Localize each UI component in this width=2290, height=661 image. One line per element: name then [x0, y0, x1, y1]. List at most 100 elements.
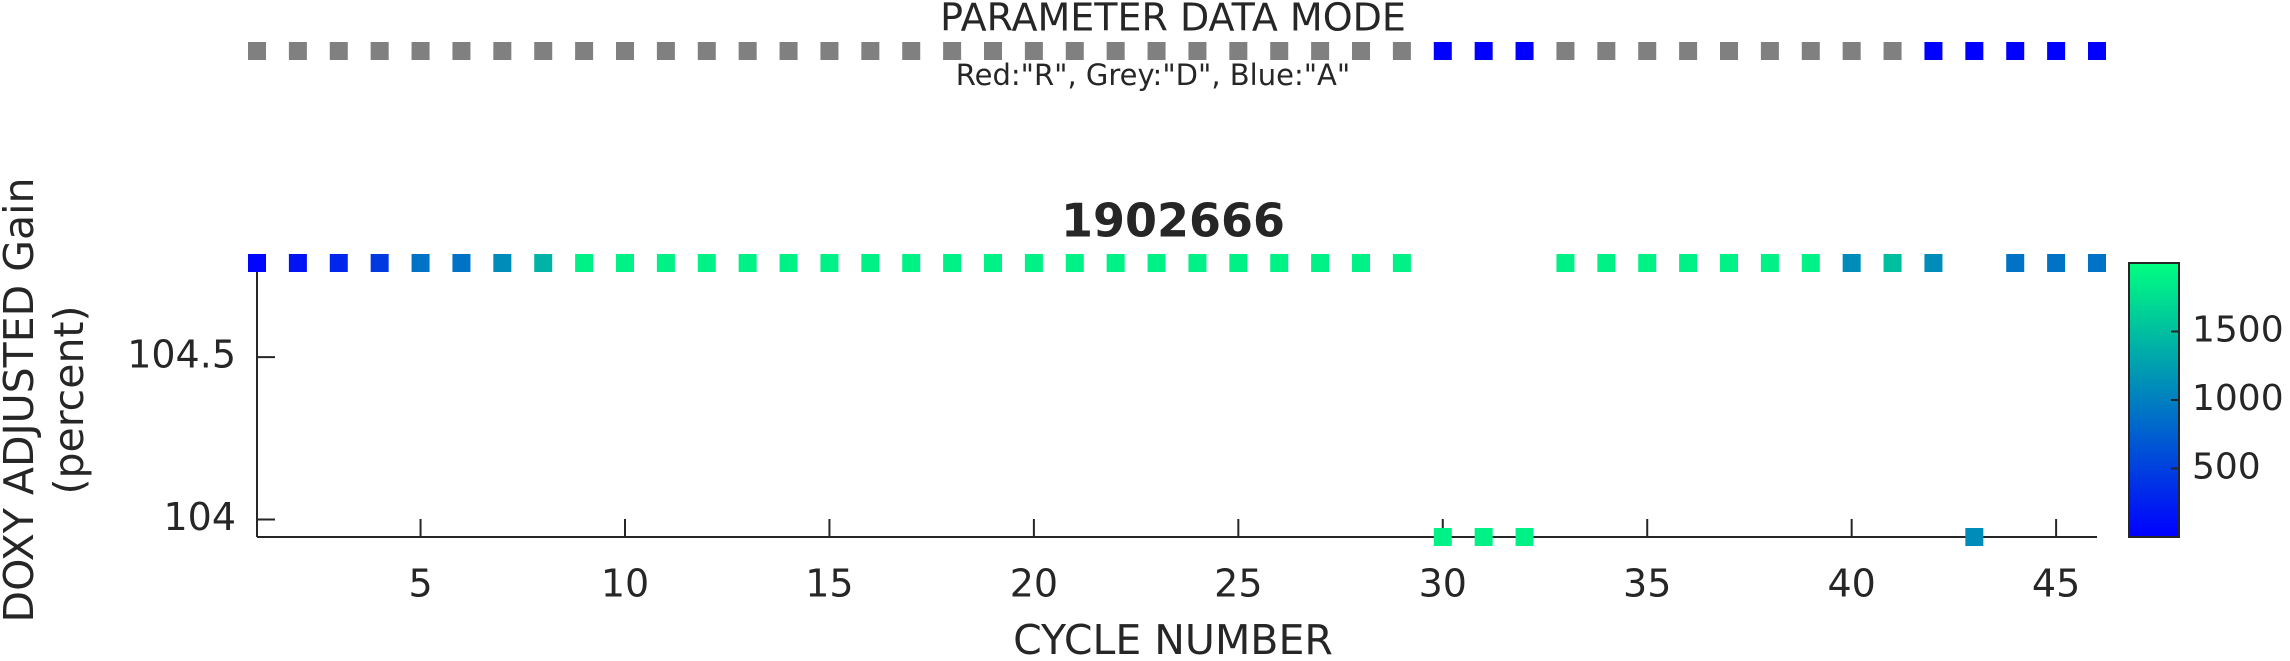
x-tick-label: 25 — [1214, 562, 1262, 606]
y-tick-label: 104.5 — [127, 333, 236, 377]
mode-marker — [1392, 42, 1411, 60]
data-point — [616, 254, 634, 272]
y-tick-label: 104 — [163, 495, 236, 539]
data-point — [575, 254, 594, 272]
data-point — [1065, 254, 1084, 272]
data-point — [1556, 254, 1575, 272]
data-point — [1474, 528, 1493, 546]
mode-marker — [820, 42, 839, 60]
mode-marker — [1352, 42, 1370, 60]
data-point — [1965, 528, 1984, 546]
mode-marker — [1147, 42, 1166, 60]
mode-marker — [1883, 42, 1902, 60]
mode-marker — [697, 42, 716, 60]
x-tick-label: 10 — [601, 562, 649, 606]
data-point — [1597, 254, 1616, 272]
data-point — [1106, 254, 1125, 272]
mode-marker — [1638, 42, 1657, 60]
data-point — [2047, 254, 2066, 272]
mode-marker — [1229, 42, 1248, 60]
data-point — [2006, 254, 2025, 272]
colorbar — [2128, 262, 2180, 538]
data-point — [411, 254, 430, 272]
data-point — [1147, 254, 1166, 272]
data-point — [1638, 254, 1657, 272]
mode-marker — [1433, 42, 1452, 60]
data-point — [1392, 254, 1411, 272]
mode-marker — [1311, 42, 1330, 60]
x-tick-label: 5 — [408, 562, 432, 606]
data-point — [370, 254, 389, 272]
mode-marker — [656, 42, 675, 60]
colorbar-tick-label: 500 — [2192, 447, 2261, 488]
colorbar-tick-label: 1500 — [2192, 310, 2284, 351]
data-point — [288, 254, 307, 272]
mode-marker — [1106, 42, 1125, 60]
data-point — [656, 254, 675, 272]
data-point — [1679, 254, 1698, 272]
x-axis-label: CYCLE NUMBER — [1013, 616, 1333, 661]
mode-marker — [1924, 42, 1943, 60]
data-point — [1352, 254, 1370, 272]
data-point — [329, 254, 348, 272]
mode-marker — [575, 42, 594, 60]
data-point — [1842, 254, 1861, 272]
data-point — [1760, 254, 1779, 272]
data-point — [943, 254, 962, 272]
mode-marker — [779, 42, 798, 60]
mode-marker — [2088, 42, 2106, 60]
mode-marker — [288, 42, 307, 60]
mode-marker — [1760, 42, 1779, 60]
mode-marker — [1801, 42, 1820, 60]
data-point — [452, 254, 471, 272]
data-point — [861, 254, 880, 272]
mode-marker — [1065, 42, 1084, 60]
mode-marker — [248, 42, 266, 60]
data-point — [248, 254, 266, 272]
mode-marker — [1515, 42, 1534, 60]
data-point — [1433, 528, 1452, 546]
data-point — [1720, 254, 1738, 272]
mode-marker — [902, 42, 921, 60]
mode-marker — [1474, 42, 1493, 60]
mode-marker — [1024, 42, 1043, 60]
data-point — [1311, 254, 1330, 272]
mode-marker — [493, 42, 512, 60]
x-tick-label: 30 — [1419, 562, 1467, 606]
data-point — [1188, 254, 1207, 272]
data-point — [902, 254, 921, 272]
mode-marker — [452, 42, 471, 60]
mode-marker — [616, 42, 634, 60]
x-tick-label: 35 — [1623, 562, 1671, 606]
data-point — [1024, 254, 1043, 272]
mode-marker — [411, 42, 430, 60]
mode-marker — [2047, 42, 2066, 60]
mode-marker — [1842, 42, 1861, 60]
mode-marker — [329, 42, 348, 60]
data-point — [1924, 254, 1943, 272]
strip-title: PARAMETER DATA MODE — [940, 0, 1406, 40]
mode-marker — [1270, 42, 1289, 60]
data-point — [738, 254, 757, 272]
mode-marker — [984, 42, 1002, 60]
data-point — [697, 254, 716, 272]
mode-marker — [1720, 42, 1738, 60]
mode-marker — [370, 42, 389, 60]
data-point — [1883, 254, 1902, 272]
y-axis-label: DOXY ADJUSTED Gain — [0, 178, 43, 623]
mode-marker — [1556, 42, 1575, 60]
data-point — [1515, 528, 1534, 546]
mode-marker — [943, 42, 962, 60]
data-point — [1801, 254, 1820, 272]
mode-marker — [1597, 42, 1616, 60]
mode-marker — [861, 42, 880, 60]
data-point — [493, 254, 512, 272]
data-point — [779, 254, 798, 272]
mode-marker — [2006, 42, 2025, 60]
mode-marker — [1965, 42, 1984, 60]
x-tick-label: 45 — [2032, 562, 2080, 606]
data-point — [534, 254, 553, 272]
x-tick-label: 20 — [1010, 562, 1058, 606]
mode-marker — [534, 42, 553, 60]
